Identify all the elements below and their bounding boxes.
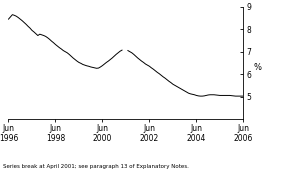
Y-axis label: %: % bbox=[254, 63, 262, 72]
Text: Series break at April 2001; see paragraph 13 of Explanatory Notes.: Series break at April 2001; see paragrap… bbox=[3, 164, 189, 169]
